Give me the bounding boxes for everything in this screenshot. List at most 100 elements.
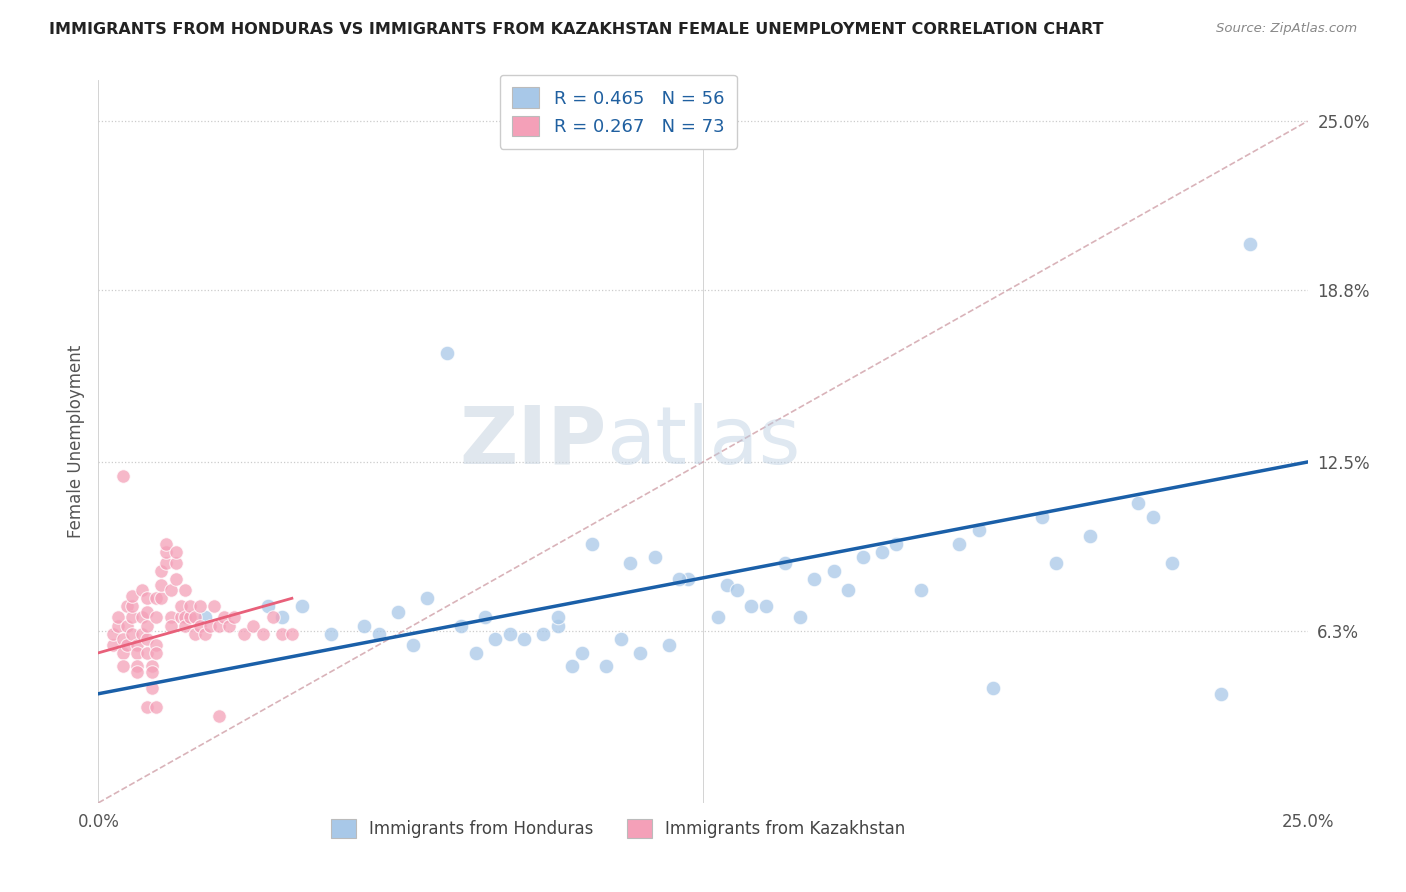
Point	[160, 618, 183, 632]
Point	[141, 665, 163, 679]
Point	[218, 618, 240, 632]
Point	[145, 638, 167, 652]
Point	[368, 626, 391, 640]
Point	[165, 572, 187, 586]
Point	[474, 610, 496, 624]
Point	[131, 610, 153, 624]
Text: IMMIGRANTS FROM HONDURAS VS IMMIGRANTS FROM KAZAKHSTAN FEMALE UNEMPLOYMENT CORRE: IMMIGRANTS FROM HONDURAS VS IMMIGRANTS F…	[49, 22, 1104, 37]
Point	[222, 610, 245, 624]
Point	[1239, 236, 1261, 251]
Point	[436, 346, 458, 360]
Point	[145, 700, 167, 714]
Point	[127, 638, 149, 652]
Point	[870, 545, 893, 559]
Point	[107, 610, 129, 624]
Point	[1161, 556, 1184, 570]
Point	[135, 632, 157, 647]
Point	[387, 605, 409, 619]
Point	[165, 545, 187, 559]
Point	[145, 591, 167, 606]
Point	[121, 626, 143, 640]
Text: atlas: atlas	[606, 402, 800, 481]
Point	[658, 638, 681, 652]
Point	[644, 550, 666, 565]
Point	[610, 632, 633, 647]
Point	[252, 626, 274, 640]
Point	[155, 556, 177, 570]
Point	[402, 638, 425, 652]
Point	[160, 610, 183, 624]
Point	[725, 583, 748, 598]
Point	[789, 610, 811, 624]
Point	[150, 564, 173, 578]
Point	[121, 589, 143, 603]
Point	[716, 577, 738, 591]
Point	[571, 646, 593, 660]
Point	[145, 646, 167, 660]
Point	[212, 610, 235, 624]
Point	[188, 599, 211, 614]
Point	[198, 618, 221, 632]
Point	[319, 626, 342, 640]
Point	[1142, 509, 1164, 524]
Point	[803, 572, 825, 586]
Point	[179, 599, 201, 614]
Point	[581, 537, 603, 551]
Point	[160, 583, 183, 598]
Point	[547, 610, 569, 624]
Point	[141, 681, 163, 696]
Point	[141, 659, 163, 673]
Point	[145, 610, 167, 624]
Point	[204, 599, 226, 614]
Point	[111, 646, 134, 660]
Point	[117, 618, 139, 632]
Point	[513, 632, 536, 647]
Point	[135, 618, 157, 632]
Point	[910, 583, 932, 598]
Point	[184, 610, 207, 624]
Point	[174, 583, 197, 598]
Point	[174, 610, 197, 624]
Point	[547, 618, 569, 632]
Point	[135, 605, 157, 619]
Point	[416, 591, 439, 606]
Point	[111, 468, 134, 483]
Point	[107, 618, 129, 632]
Point	[127, 646, 149, 660]
Point	[111, 659, 134, 673]
Point	[450, 618, 472, 632]
Point	[135, 591, 157, 606]
Point	[773, 556, 796, 570]
Point	[179, 610, 201, 624]
Point	[823, 564, 845, 578]
Point	[290, 599, 312, 614]
Point	[232, 626, 254, 640]
Point	[886, 537, 908, 551]
Point	[111, 632, 134, 647]
Point	[127, 665, 149, 679]
Point	[262, 610, 284, 624]
Point	[1209, 687, 1232, 701]
Point	[1031, 509, 1053, 524]
Point	[155, 545, 177, 559]
Point	[498, 626, 520, 640]
Point	[619, 556, 641, 570]
Point	[117, 599, 139, 614]
Point	[981, 681, 1004, 696]
Point	[948, 537, 970, 551]
Point	[169, 599, 191, 614]
Point	[150, 577, 173, 591]
Point	[121, 610, 143, 624]
Point	[484, 632, 506, 647]
Point	[628, 646, 651, 660]
Text: Source: ZipAtlas.com: Source: ZipAtlas.com	[1216, 22, 1357, 36]
Point	[678, 572, 700, 586]
Legend: Immigrants from Honduras, Immigrants from Kazakhstan: Immigrants from Honduras, Immigrants fro…	[325, 813, 912, 845]
Point	[464, 646, 486, 660]
Point	[121, 599, 143, 614]
Point	[271, 626, 294, 640]
Point	[150, 591, 173, 606]
Point	[174, 618, 197, 632]
Y-axis label: Female Unemployment: Female Unemployment	[66, 345, 84, 538]
Point	[155, 537, 177, 551]
